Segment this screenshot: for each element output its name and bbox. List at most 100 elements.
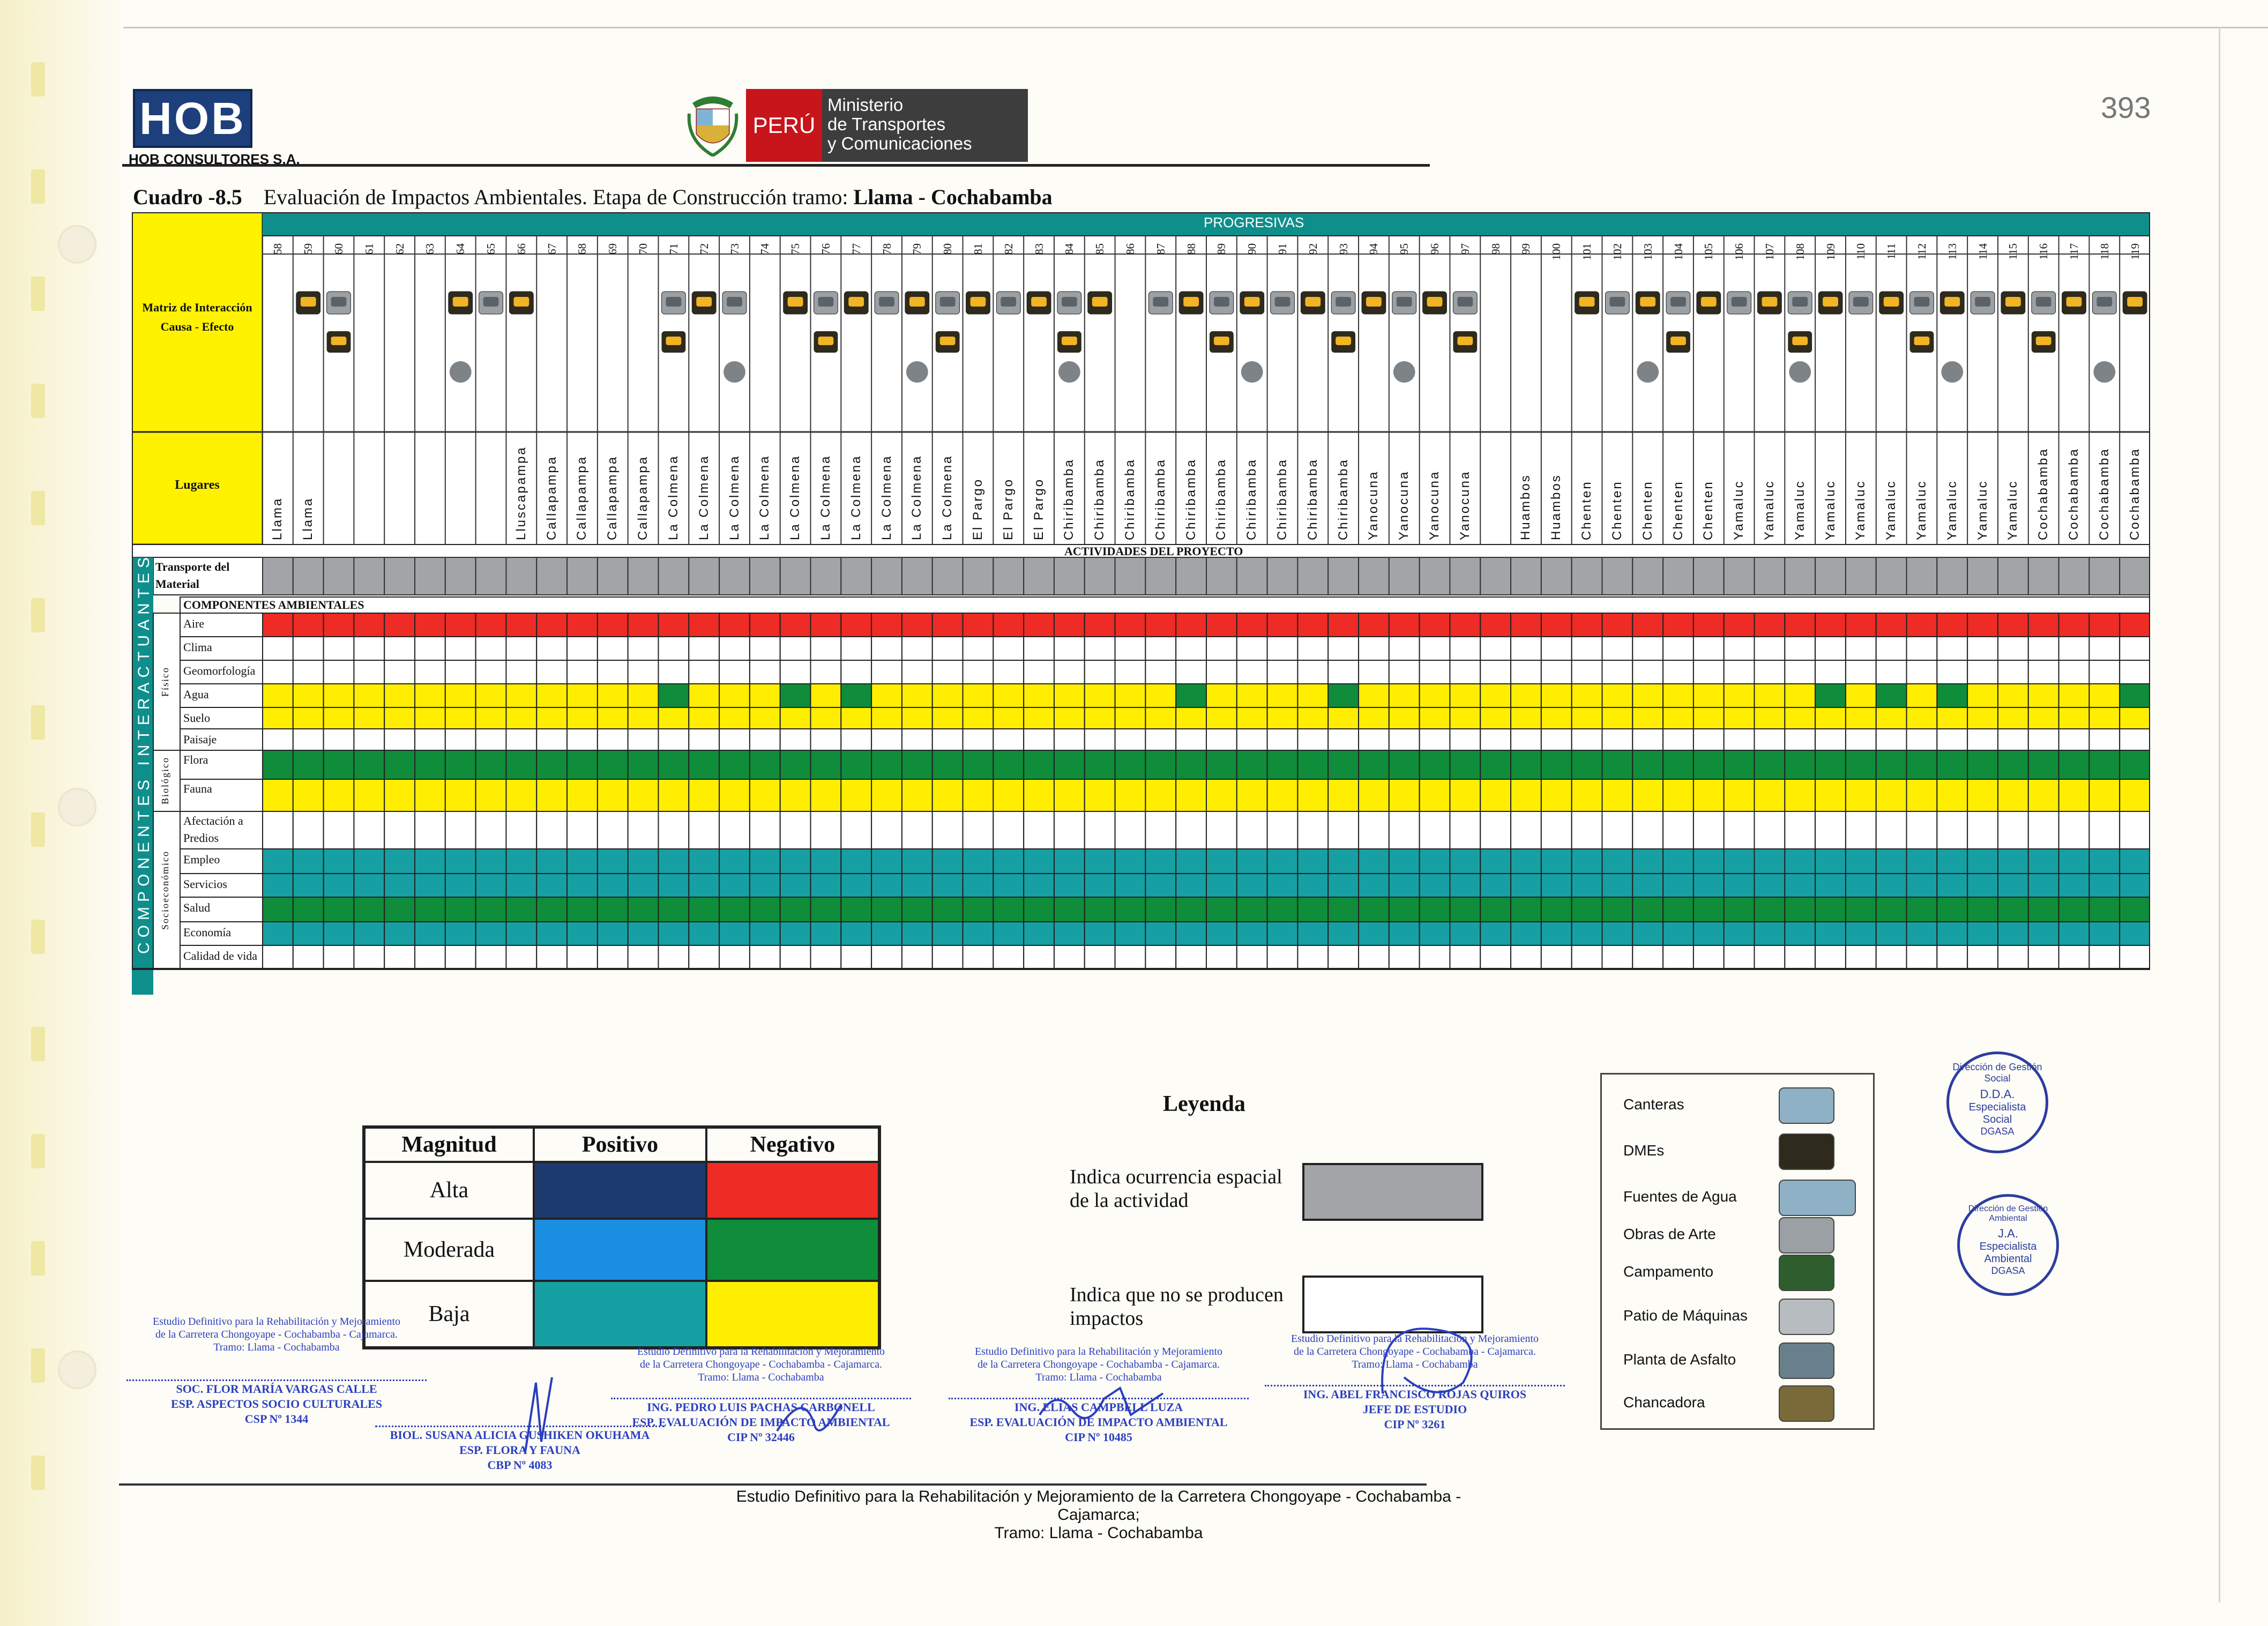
activity-cell	[2119, 557, 2150, 595]
impact-cell	[1784, 779, 1816, 812]
impact-cell	[1784, 873, 1816, 898]
impact-cell	[2119, 945, 2150, 969]
impact-cell	[2088, 921, 2121, 946]
impact-cell	[993, 897, 1025, 922]
impact-cell	[1114, 873, 1146, 898]
impact-icon-detail	[2127, 297, 2143, 307]
impact-cell	[1084, 683, 1116, 708]
stamp-center-text: Especialista	[1968, 1101, 2026, 1113]
progresiva-number: 61	[362, 243, 376, 255]
impact-cell	[1266, 660, 1299, 684]
impact-cell	[749, 707, 781, 729]
impact-cell	[1358, 897, 1390, 922]
impact-cell	[1175, 750, 1207, 780]
impact-icon-detail	[483, 297, 499, 307]
impact-cell	[871, 811, 902, 849]
progresiva-number: 110	[1854, 243, 1868, 260]
margin-tick	[31, 62, 45, 96]
peru-coat-of-arms-icon	[687, 96, 738, 156]
impact-cell	[414, 660, 446, 684]
impact-cell	[1449, 750, 1481, 780]
impact-cell	[1510, 811, 1542, 849]
impact-cell	[719, 811, 750, 849]
impact-cell	[779, 613, 811, 637]
impact-cell	[1632, 848, 1664, 874]
ministry-line: Ministerio	[827, 95, 904, 115]
impact-cell	[2119, 811, 2150, 849]
impact-cell	[353, 750, 385, 780]
activity-label: Transporte del Material	[155, 560, 230, 591]
impact-cell	[1358, 848, 1390, 874]
impact-cell	[505, 613, 538, 637]
component-label: Fauna	[183, 782, 212, 795]
impact-cell	[475, 945, 507, 969]
impact-cell	[1236, 636, 1268, 661]
impact-cell	[1175, 897, 1207, 922]
impact-cell	[505, 683, 538, 708]
impact-cell	[1145, 897, 1177, 922]
progresiva-number: 102	[1610, 243, 1624, 260]
activity-cell	[475, 557, 507, 595]
impact-cell	[2058, 897, 2090, 922]
component-label: Suelo	[183, 711, 211, 725]
progresiva-number: 98	[1489, 243, 1502, 255]
peru-brand: PERÚ	[746, 89, 822, 162]
impact-cell	[1845, 873, 1877, 898]
impact-cell	[566, 848, 598, 874]
impact-cell	[262, 811, 294, 849]
impact-cell	[2119, 683, 2150, 708]
component-label-cell	[180, 848, 263, 874]
impact-cell	[658, 873, 690, 898]
impact-cell	[810, 707, 842, 729]
activity-cell	[1906, 557, 1938, 595]
impact-cell	[2027, 707, 2060, 729]
impact-cell	[931, 728, 964, 751]
impact-cell	[596, 945, 629, 969]
impact-cell	[323, 873, 355, 898]
impact-cell	[810, 945, 842, 969]
magnitude-row: Alta	[363, 1161, 881, 1220]
place-name: Yamaluc	[1792, 480, 1807, 540]
impact-cell	[962, 613, 994, 637]
impact-cell	[901, 636, 933, 661]
impact-icon-detail	[1670, 337, 1686, 345]
margin-tick	[31, 1027, 45, 1061]
margin-tick	[31, 812, 45, 847]
impact-cell	[1388, 945, 1420, 969]
impact-cell	[1297, 728, 1329, 751]
stamp-top-text: Dirección de Gestión Social	[1952, 1062, 2042, 1084]
margin-tick	[31, 598, 45, 632]
stamp-center-text: J.A.	[1998, 1227, 2018, 1240]
impact-cell	[262, 660, 294, 684]
activity-cell	[1784, 557, 1816, 595]
impact-cell	[719, 636, 750, 661]
impact-cell	[1236, 921, 1268, 946]
impact-cell	[444, 945, 476, 969]
impact-icon-detail	[879, 297, 894, 307]
impact-icon-detail	[1336, 297, 1352, 307]
place-name: Yanocuna	[1457, 470, 1472, 540]
impact-cell	[1632, 683, 1664, 708]
impact-cell	[688, 750, 720, 780]
impact-cell	[1327, 897, 1360, 922]
impact-cell	[1206, 728, 1237, 751]
impact-cell	[1145, 728, 1177, 751]
impact-cell	[1358, 921, 1390, 946]
impact-cell	[414, 811, 446, 849]
impact-cell	[1997, 921, 2029, 946]
impact-cell	[292, 811, 324, 849]
impact-cell	[1084, 750, 1116, 780]
impact-cell	[505, 779, 538, 812]
impact-cell	[1449, 683, 1481, 708]
impact-cell	[1388, 707, 1420, 729]
impact-icon-detail	[1457, 297, 1473, 307]
page-top-edge	[123, 27, 2268, 28]
impact-cell	[414, 945, 446, 969]
impact-cell	[1540, 945, 1572, 969]
impact-icon	[1789, 361, 1811, 383]
impact-cell	[688, 779, 720, 812]
impact-cell	[1358, 873, 1390, 898]
impact-cell	[1571, 921, 1603, 946]
impact-cell	[1023, 613, 1055, 637]
impact-cell	[1114, 945, 1146, 969]
